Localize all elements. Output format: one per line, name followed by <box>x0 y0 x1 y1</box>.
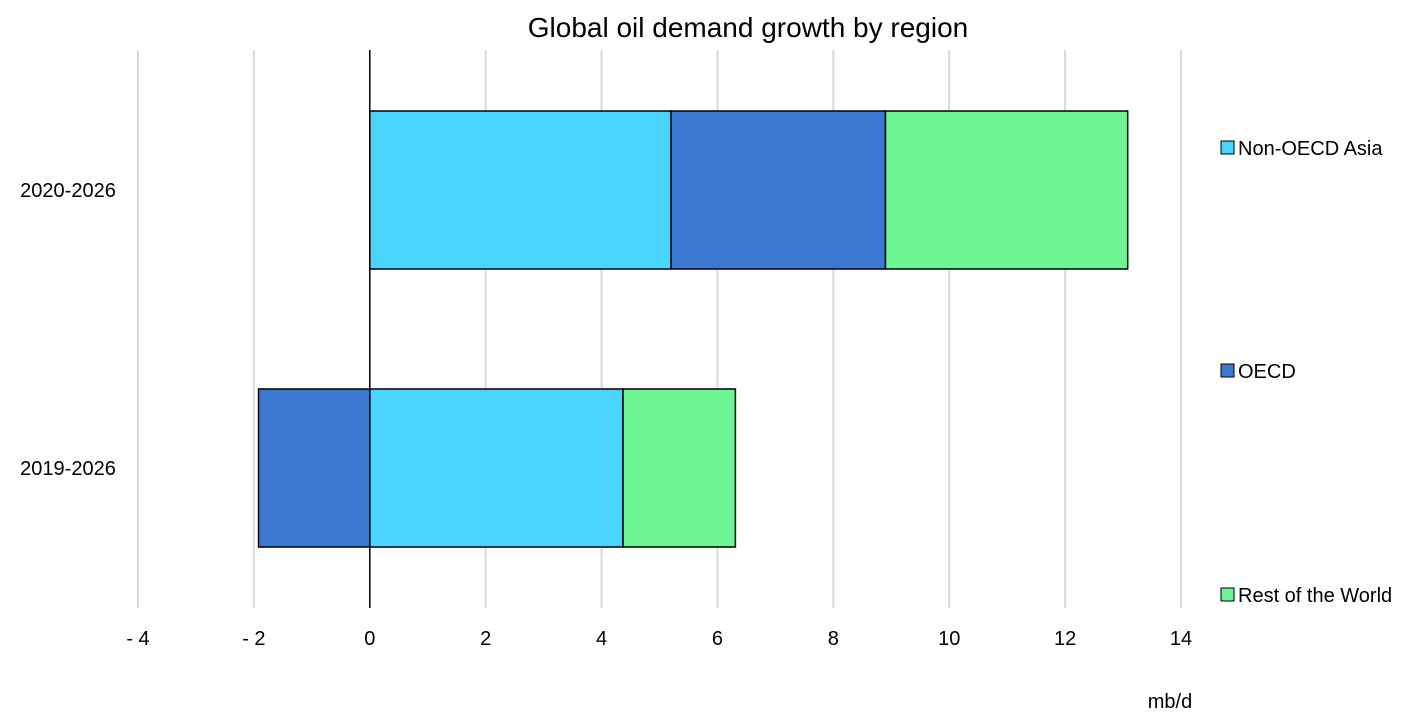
x-tick-label: 4 <box>596 628 607 650</box>
x-axis-unit-label: mb/d <box>1148 691 1192 713</box>
bar-segment <box>622 388 737 548</box>
x-tick-label: 0 <box>364 628 375 650</box>
legend-item: Non-OECD Asia <box>1220 138 1383 160</box>
x-tick-label: 10 <box>938 628 960 650</box>
legend-swatch <box>1220 363 1235 378</box>
bars <box>257 110 1129 548</box>
x-axis-ticks: - 4 - 2 0 2 4 6 8 10 12 14 <box>126 628 1192 650</box>
bar-segment <box>884 110 1129 270</box>
x-tick-label: 12 <box>1054 628 1076 650</box>
legend-label: Non-OECD Asia <box>1238 138 1383 160</box>
bar-segment <box>369 388 624 548</box>
legend: Non-OECD Asia OECD Rest of the World <box>1220 138 1392 607</box>
category-labels: 2020-2026 2019-2026 <box>20 180 116 480</box>
x-tick-label: 2 <box>480 628 491 650</box>
legend-label: OECD <box>1238 361 1296 383</box>
x-tick-label: - 2 <box>242 628 265 650</box>
y-category-label: 2020-2026 <box>20 180 116 202</box>
x-tick-label: 14 <box>1170 628 1192 650</box>
legend-item: OECD <box>1220 361 1296 383</box>
legend-label: Rest of the World <box>1238 585 1392 607</box>
x-tick-label: 6 <box>712 628 723 650</box>
legend-item: Rest of the World <box>1220 585 1392 607</box>
bar-segment <box>257 388 371 548</box>
bar-segment <box>369 110 672 270</box>
bar-segment <box>670 110 887 270</box>
legend-swatch <box>1220 140 1235 155</box>
x-tick-label: 8 <box>828 628 839 650</box>
legend-swatch <box>1220 587 1235 602</box>
x-tick-label: - 4 <box>126 628 149 650</box>
chart-title: Global oil demand growth by region <box>528 12 968 43</box>
y-category-label: 2019-2026 <box>20 458 116 480</box>
